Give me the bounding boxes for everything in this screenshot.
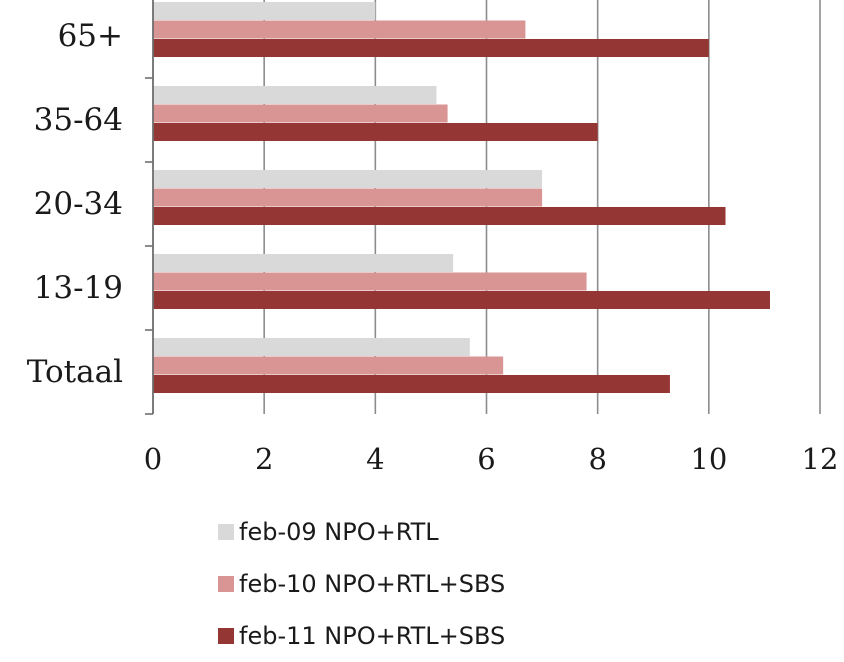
- bar-35-64-series-2: [153, 123, 598, 141]
- category-label-35-64: 35-64: [34, 102, 123, 138]
- legend-swatch-feb-11: [218, 628, 234, 644]
- bar-13-19-series-0: [153, 254, 454, 272]
- legend-item-feb-09: feb-09 NPO+RTL: [218, 506, 505, 558]
- category-label-20-34: 20-34: [34, 186, 123, 222]
- bar-chart: Totaal 13-19 20-34 35-64 65+ 0 2 4 6 8 10 12: [27, 0, 839, 476]
- legend-label-feb-10: feb-10 NPO+RTL+SBS: [239, 570, 506, 598]
- x-tick-label-2: 2: [255, 442, 273, 476]
- bar-65--series-0: [153, 2, 376, 20]
- tick-labels: 0 2 4 6 8 10 12: [144, 442, 839, 476]
- bar-65--series-1: [153, 20, 526, 39]
- category-labels: Totaal 13-19 20-34 35-64 65+: [27, 18, 123, 390]
- bar-13-19-series-1: [153, 272, 587, 291]
- legend-swatch-feb-10: [218, 576, 234, 592]
- bar-20-34-series-1: [153, 188, 543, 207]
- x-tick-label-0: 0: [144, 442, 162, 476]
- legend-item-feb-11: feb-11 NPO+RTL+SBS: [218, 610, 505, 662]
- bar-20-34-series-2: [153, 207, 726, 225]
- bar-13-19-series-2: [153, 291, 770, 309]
- x-tick-label-6: 6: [477, 442, 495, 476]
- category-label-65-: 65+: [58, 18, 123, 54]
- x-tick-label-4: 4: [366, 442, 384, 476]
- legend-item-feb-10: feb-10 NPO+RTL+SBS: [218, 558, 505, 610]
- bar-20-34-series-0: [153, 170, 543, 188]
- legend-label-feb-11: feb-11 NPO+RTL+SBS: [239, 622, 506, 650]
- bar-35-64-series-1: [153, 104, 448, 123]
- bar-totaal-series-1: [153, 356, 504, 375]
- axes: [145, 0, 154, 415]
- bars: [153, 2, 770, 393]
- category-label-13-19: 13-19: [34, 270, 123, 306]
- x-tick-label-10: 10: [690, 442, 727, 476]
- bar-35-64-series-0: [153, 86, 437, 104]
- bar-65--series-2: [153, 39, 709, 57]
- x-tick-label-8: 8: [588, 442, 606, 476]
- legend-label-feb-09: feb-09 NPO+RTL: [239, 518, 439, 546]
- bar-totaal-series-0: [153, 338, 470, 356]
- x-tick-label-12: 12: [802, 442, 839, 476]
- legend: feb-09 NPO+RTL feb-10 NPO+RTL+SBS feb-11…: [218, 506, 505, 662]
- bar-totaal-series-2: [153, 375, 670, 393]
- category-label-totaal: Totaal: [27, 354, 123, 390]
- legend-swatch-feb-09: [218, 524, 234, 540]
